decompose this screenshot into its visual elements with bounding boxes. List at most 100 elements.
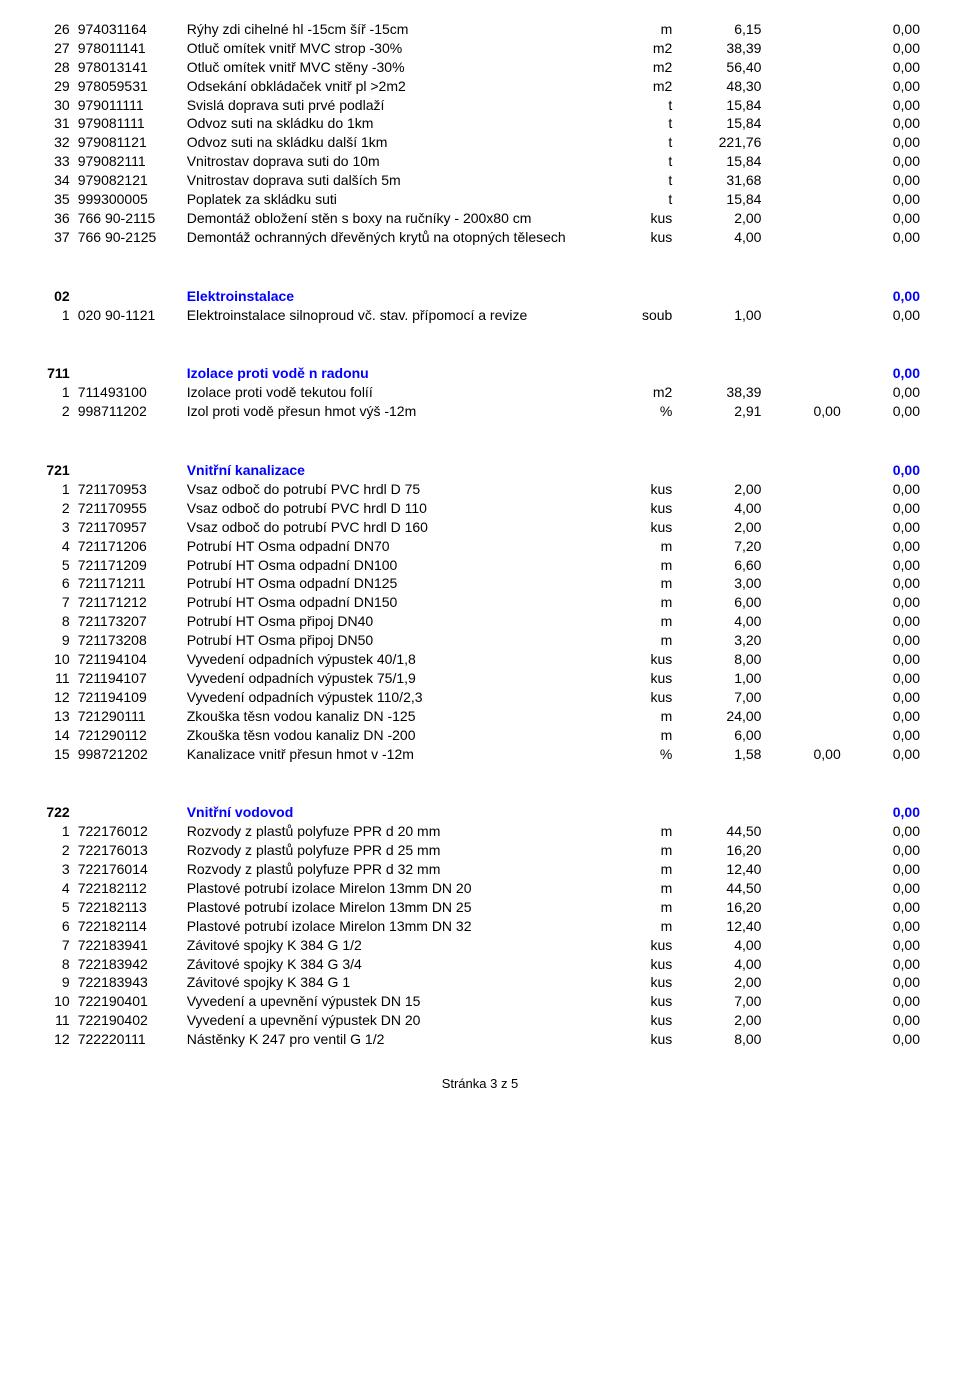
row-description: Vsaz odboč do potrubí PVC hrdl D 75 (187, 480, 613, 499)
row-code: 721290112 (78, 726, 187, 745)
row-unit: m (613, 574, 672, 593)
page-number: Stránka 3 z 5 (40, 1075, 920, 1093)
row-quantity: 12,40 (672, 917, 761, 936)
row-index: 9 (40, 631, 78, 650)
row-description: Kanalizace vnitř přesun hmot v -12m (187, 745, 613, 764)
row-price2: 0,00 (841, 114, 920, 133)
row-description: Vsaz odboč do potrubí PVC hrdl D 160 (187, 518, 613, 537)
table-row: 32979081121Odvoz suti na skládku další 1… (40, 133, 920, 152)
row-code: 999300005 (78, 190, 187, 209)
continuation-block: 26974031164Rýhy zdi cihelné hl -15cm šíř… (40, 20, 920, 247)
table-row: 11721194107Vyvedení odpadních výpustek 7… (40, 669, 920, 688)
row-price2: 0,00 (841, 612, 920, 631)
row-quantity: 38,39 (672, 39, 761, 58)
row-code: 722182112 (78, 879, 187, 898)
row-price2: 0,00 (841, 556, 920, 575)
row-price2: 0,00 (841, 96, 920, 115)
row-index: 14 (40, 726, 78, 745)
row-unit: % (613, 745, 672, 764)
row-description: Závitové spojky K 384 G 1/2 (187, 936, 613, 955)
row-code: 979011111 (78, 96, 187, 115)
row-index: 4 (40, 879, 78, 898)
row-unit: m (613, 20, 672, 39)
section-total: 0,00 (841, 287, 920, 306)
row-description: Plastové potrubí izolace Mirelon 13mm DN… (187, 898, 613, 917)
row-code: 721171206 (78, 537, 187, 556)
table-row: 30979011111Svislá doprava suti prvé podl… (40, 96, 920, 115)
row-quantity: 4,00 (672, 612, 761, 631)
row-code: 722176013 (78, 841, 187, 860)
row-price2: 0,00 (841, 228, 920, 247)
row-quantity: 4,00 (672, 228, 761, 247)
row-price2: 0,00 (841, 917, 920, 936)
row-description: Závitové spojky K 384 G 1 (187, 973, 613, 992)
section-block: 722Vnitřní vodovod0,001722176012Rozvody … (40, 803, 920, 1049)
table-row: 7721171212Potrubí HT Osma odpadní DN150m… (40, 593, 920, 612)
row-quantity: 7,00 (672, 992, 761, 1011)
row-description: Demontáž ochranných dřevěných krytů na o… (187, 228, 613, 247)
row-price2: 0,00 (841, 480, 920, 499)
row-description: Odsekání obkládaček vnitř pl >2m2 (187, 77, 613, 96)
table-row: 27978011141Otluč omítek vnitř MVC strop … (40, 39, 920, 58)
row-price2: 0,00 (841, 593, 920, 612)
table-row: 1721170953Vsaz odboč do potrubí PVC hrdl… (40, 480, 920, 499)
table-row: 2722176013Rozvody z plastů polyfuze PPR … (40, 841, 920, 860)
row-code: 979082111 (78, 152, 187, 171)
row-code: 722183943 (78, 973, 187, 992)
row-quantity: 44,50 (672, 822, 761, 841)
row-quantity: 4,00 (672, 955, 761, 974)
row-index: 6 (40, 574, 78, 593)
row-index: 11 (40, 669, 78, 688)
row-index: 13 (40, 707, 78, 726)
row-code: 722220111 (78, 1030, 187, 1049)
table-row: 9721173208Potrubí HT Osma připoj DN50m3,… (40, 631, 920, 650)
table-row: 9722183943Závitové spojky K 384 G 1kus2,… (40, 973, 920, 992)
row-index: 1 (40, 383, 78, 402)
row-description: Plastové potrubí izolace Mirelon 13mm DN… (187, 879, 613, 898)
row-quantity: 6,15 (672, 20, 761, 39)
row-quantity: 8,00 (672, 650, 761, 669)
row-description: Izol proti vodě přesun hmot výš -12m (187, 402, 613, 421)
row-description: Demontáž obložení stěn s boxy na ručníky… (187, 209, 613, 228)
table-row: 2721170955Vsaz odboč do potrubí PVC hrdl… (40, 499, 920, 518)
table-row: 12722220111Nástěnky K 247 pro ventil G 1… (40, 1030, 920, 1049)
row-code: 721171209 (78, 556, 187, 575)
row-quantity: 4,00 (672, 499, 761, 518)
row-unit: kus (613, 209, 672, 228)
row-description: Potrubí HT Osma připoj DN50 (187, 631, 613, 650)
row-price2: 0,00 (841, 707, 920, 726)
row-code: 998721202 (78, 745, 187, 764)
row-price2: 0,00 (841, 955, 920, 974)
row-price2: 0,00 (841, 518, 920, 537)
row-unit: t (613, 133, 672, 152)
row-unit: t (613, 190, 672, 209)
table-row: 36766 90-2115Demontáž obložení stěn s bo… (40, 209, 920, 228)
row-index: 3 (40, 518, 78, 537)
row-price2: 0,00 (841, 152, 920, 171)
row-code: 722176012 (78, 822, 187, 841)
row-code: 711493100 (78, 383, 187, 402)
row-quantity: 8,00 (672, 1030, 761, 1049)
section-title: Elektroinstalace (187, 287, 613, 306)
row-quantity: 2,00 (672, 973, 761, 992)
row-unit: m (613, 726, 672, 745)
row-code: 721170953 (78, 480, 187, 499)
row-quantity: 3,20 (672, 631, 761, 650)
row-index: 31 (40, 114, 78, 133)
row-quantity: 3,00 (672, 574, 761, 593)
row-description: Vyvedení odpadních výpustek 110/2,3 (187, 688, 613, 707)
row-code: 722183942 (78, 955, 187, 974)
row-unit: kus (613, 955, 672, 974)
row-code: 722190401 (78, 992, 187, 1011)
section-block: 02Elektroinstalace0,001020 90-1121Elektr… (40, 287, 920, 325)
row-price2: 0,00 (841, 688, 920, 707)
row-quantity: 6,00 (672, 593, 761, 612)
row-code: 979081111 (78, 114, 187, 133)
section-total: 0,00 (841, 461, 920, 480)
table-row: 1711493100Izolace proti vodě tekutou fol… (40, 383, 920, 402)
row-price2: 0,00 (841, 58, 920, 77)
row-unit: kus (613, 650, 672, 669)
row-unit: kus (613, 688, 672, 707)
row-price2: 0,00 (841, 631, 920, 650)
table-row: 35999300005Poplatek za skládku sutit15,8… (40, 190, 920, 209)
